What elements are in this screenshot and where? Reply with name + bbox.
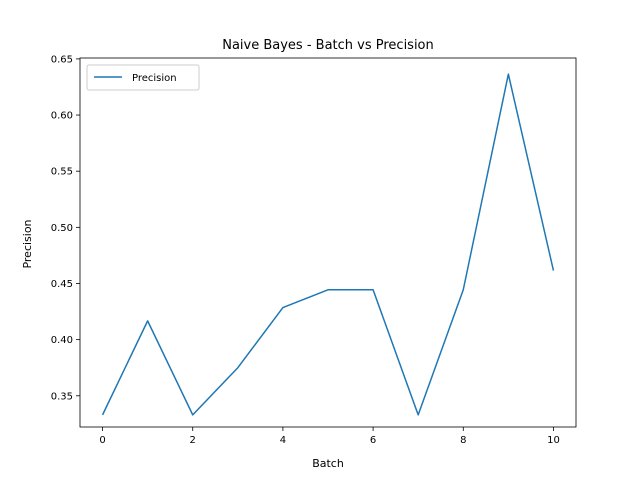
x-tick-label-2: 2	[190, 435, 196, 446]
plot-area: 0 2 4 6 8 10 0.35 0.40 0.45 0.50 0.55 0.60 0.65	[51, 54, 577, 446]
x-tick-label-8: 8	[460, 435, 466, 446]
x-axis-title: Batch	[312, 457, 344, 470]
y-axis-title: Precision	[21, 219, 34, 268]
chart-title: Naive Bayes - Batch vs Precision	[222, 38, 434, 53]
y-tick-label-0.65: 0.65	[51, 54, 73, 65]
axes-frame	[79, 57, 577, 428]
x-tick-label-0: 0	[99, 435, 105, 446]
x-tick-label-6: 6	[370, 435, 376, 446]
legend: Precision	[86, 64, 200, 91]
x-tick-label-4: 4	[280, 435, 286, 446]
series-line-precision	[101, 73, 555, 416]
legend-label-precision: Precision	[132, 73, 177, 84]
legend-box	[86, 64, 200, 91]
y-tick-label-0.45: 0.45	[51, 279, 73, 290]
y-tick-label-0.60: 0.60	[51, 111, 73, 122]
y-tick-label-0.35: 0.35	[51, 391, 73, 402]
y-tick-label-0.50: 0.50	[51, 223, 73, 234]
y-tick-label-0.55: 0.55	[51, 167, 73, 178]
x-tick-label-10: 10	[547, 435, 560, 446]
y-tick-label-0.40: 0.40	[51, 335, 73, 346]
